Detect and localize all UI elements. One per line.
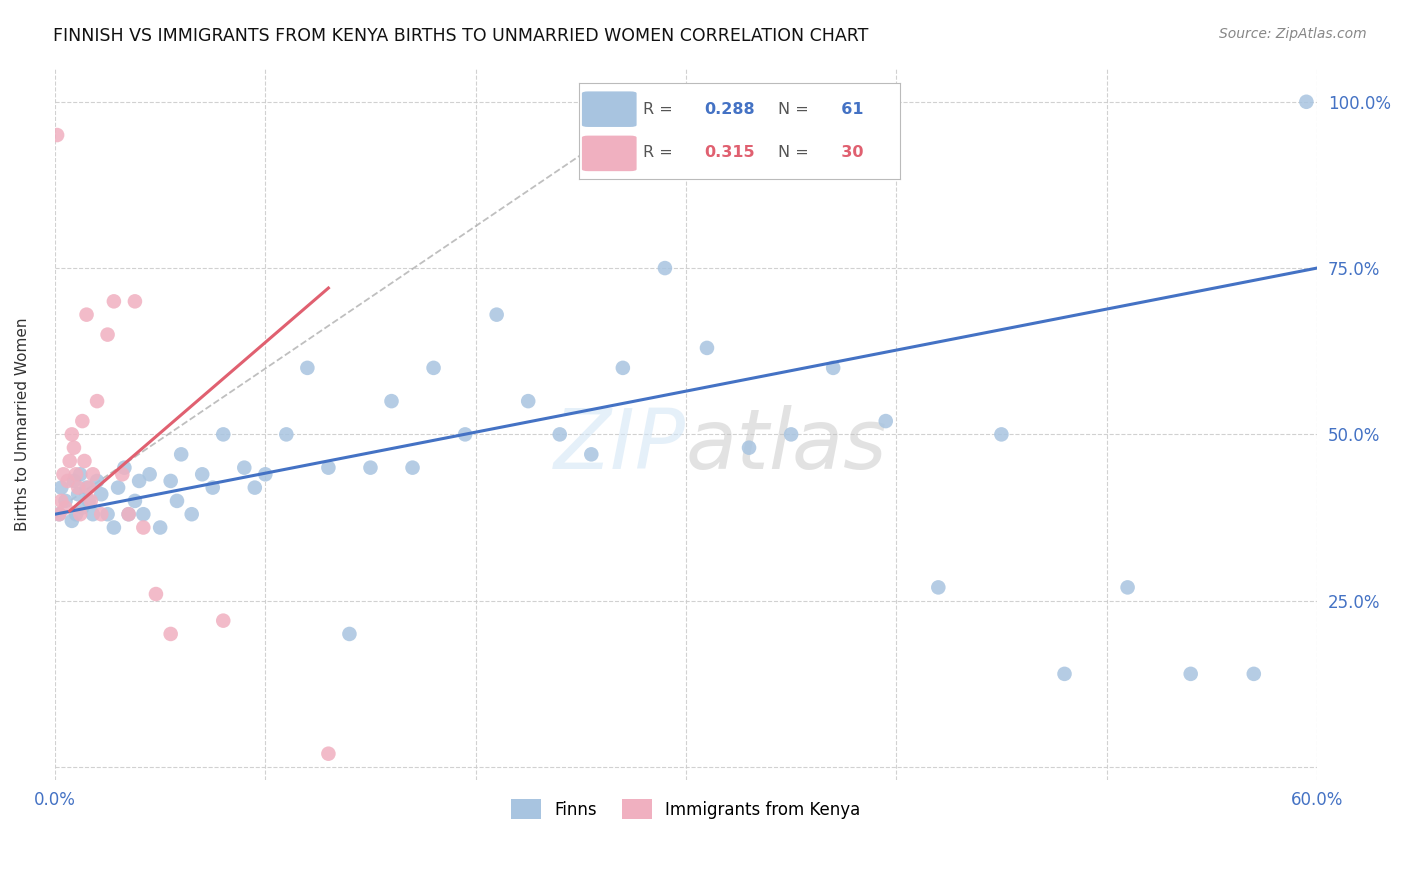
Point (55, 494, 77, 508)
Point (124, 494, 146, 508)
Point (48, 507, 70, 521)
Point (581, 447, 603, 461)
Point (124, 294, 146, 309)
Text: FINNISH VS IMMIGRANTS FROM KENYA BIRTHS TO UNMARRIED WOMEN CORRELATION CHART: FINNISH VS IMMIGRANTS FROM KENYA BIRTHS … (53, 27, 869, 45)
Point (97, 507, 120, 521)
Point (60, 427, 83, 442)
Point (359, 460, 381, 475)
Point (696, 341, 718, 355)
Point (86, 394, 108, 409)
Point (318, 747, 340, 761)
Point (927, 581, 949, 595)
Point (48, 507, 70, 521)
Point (77, 481, 100, 495)
Point (111, 467, 134, 482)
Point (76, 481, 98, 495)
Point (201, 481, 224, 495)
Point (180, 507, 202, 521)
Point (149, 520, 172, 534)
Point (51, 481, 73, 495)
Point (1243, 666, 1265, 681)
Point (1116, 581, 1139, 595)
Point (276, 427, 298, 442)
Text: atlas: atlas (686, 405, 887, 486)
Point (73, 454, 96, 468)
Point (82, 507, 104, 521)
Point (107, 481, 129, 495)
Point (145, 587, 167, 601)
Point (485, 308, 508, 322)
Point (254, 467, 277, 482)
Point (55, 500, 77, 515)
Point (548, 427, 571, 442)
Point (82, 467, 104, 482)
Point (67, 481, 90, 495)
Text: ZIP: ZIP (554, 405, 686, 486)
Point (63, 441, 86, 455)
Point (97, 327, 120, 342)
Point (1295, 95, 1317, 109)
Point (454, 427, 477, 442)
Point (990, 427, 1012, 442)
Point (46, 128, 69, 142)
Point (1180, 666, 1202, 681)
Point (52, 467, 75, 482)
Point (738, 441, 761, 455)
Point (159, 474, 181, 488)
Point (339, 627, 361, 641)
Point (422, 360, 444, 375)
Point (76, 308, 98, 322)
Point (112, 460, 135, 475)
Point (132, 507, 155, 521)
Point (80, 494, 103, 508)
Point (517, 394, 540, 409)
Point (191, 467, 214, 482)
Point (51, 494, 73, 508)
Point (86, 474, 108, 488)
Point (318, 460, 340, 475)
Point (67, 487, 90, 501)
Point (72, 414, 94, 428)
Point (90, 487, 112, 501)
Point (56, 474, 79, 488)
Point (166, 494, 188, 508)
Point (297, 360, 319, 375)
Point (823, 360, 845, 375)
Point (138, 467, 160, 482)
Point (128, 474, 150, 488)
Legend: Finns, Immigrants from Kenya: Finns, Immigrants from Kenya (505, 793, 868, 825)
Point (212, 427, 235, 442)
Point (159, 627, 181, 641)
Point (612, 360, 634, 375)
Point (72, 500, 94, 515)
Point (90, 507, 112, 521)
Point (875, 414, 897, 428)
Point (59, 454, 82, 468)
Point (233, 460, 256, 475)
Point (63, 474, 86, 488)
Point (117, 507, 139, 521)
Y-axis label: Births to Unmarried Women: Births to Unmarried Women (15, 318, 30, 531)
Point (780, 427, 803, 442)
Point (380, 394, 402, 409)
Point (77, 494, 100, 508)
Point (69, 507, 91, 521)
Point (170, 447, 193, 461)
Point (103, 520, 125, 534)
Point (1053, 666, 1076, 681)
Point (212, 614, 235, 628)
Point (132, 520, 155, 534)
Text: Source: ZipAtlas.com: Source: ZipAtlas.com (1219, 27, 1367, 41)
Point (69, 467, 91, 482)
Point (60, 514, 83, 528)
Point (243, 481, 266, 495)
Point (103, 294, 125, 309)
Point (654, 261, 676, 276)
Point (65, 467, 87, 482)
Point (401, 460, 423, 475)
Point (117, 507, 139, 521)
Point (65, 507, 87, 521)
